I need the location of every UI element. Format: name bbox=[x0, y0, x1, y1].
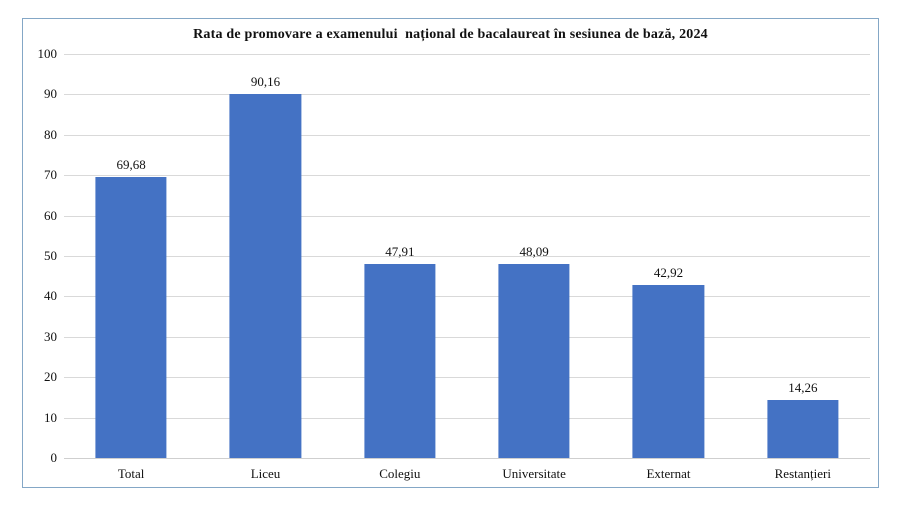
bar-colegiu bbox=[364, 264, 436, 458]
bar-slot: 14,26 bbox=[736, 54, 870, 458]
bar-liceu bbox=[229, 93, 302, 458]
bar-externat bbox=[632, 284, 705, 458]
gridline bbox=[64, 94, 870, 96]
gridline bbox=[64, 134, 870, 136]
y-axis-tick-label: 60 bbox=[44, 207, 57, 223]
gridline bbox=[64, 417, 870, 419]
y-axis-tick-label: 0 bbox=[50, 450, 58, 465]
bar-restanțieri bbox=[767, 400, 839, 458]
plot-area: 69,68 90,16 47,91 48,09 42,92 14,26 bbox=[64, 54, 870, 459]
y-axis-tick-label: 30 bbox=[44, 328, 57, 344]
gridline bbox=[64, 296, 870, 298]
y-axis-tick-label: 70 bbox=[44, 167, 57, 183]
bar-universitate bbox=[498, 263, 570, 458]
x-axis-line bbox=[64, 458, 870, 459]
gridline bbox=[64, 215, 870, 217]
y-axis-tick-label: 20 bbox=[44, 369, 57, 385]
bar-slot: 42,92 bbox=[601, 54, 735, 458]
y-axis-tick-label: 90 bbox=[44, 86, 57, 102]
y-axis-tick-label: 40 bbox=[44, 288, 57, 304]
x-axis: Total Liceu Colegiu Universitate Externat Res… bbox=[64, 463, 870, 485]
x-axis-label: Colegiu bbox=[379, 466, 421, 481]
gridline bbox=[64, 175, 870, 177]
y-axis-tick-label: 50 bbox=[44, 248, 57, 263]
chart-title: Rata de promovare a examenului național … bbox=[193, 27, 708, 42]
bar-slot: 69,68 bbox=[64, 54, 198, 458]
x-axis-label: Liceu bbox=[250, 466, 281, 481]
x-axis-label: Restanțieri bbox=[774, 466, 831, 481]
y-axis-tick-label: 80 bbox=[44, 126, 57, 142]
bar-value-label: 69,68 bbox=[116, 156, 146, 172]
x-axis-label: Total bbox=[117, 466, 145, 481]
y-axis-tick-label: 100 bbox=[37, 46, 58, 61]
bar-slot: 48,09 bbox=[467, 54, 601, 458]
bar-slot: 47,91 bbox=[333, 54, 467, 458]
chart-frame: Rata de promovare a examenului național … bbox=[22, 18, 879, 488]
gridline bbox=[64, 336, 870, 338]
y-axis: 0 10 20 30 40 50 60 70 80 90 100 bbox=[23, 46, 58, 465]
x-axis-label: Externat bbox=[646, 466, 691, 481]
bar-value-label: 90,16 bbox=[250, 73, 281, 89]
bar-value-label: 14,26 bbox=[788, 380, 818, 396]
bar-total bbox=[95, 176, 167, 458]
y-axis-tick-label: 10 bbox=[44, 409, 57, 425]
gridline bbox=[64, 377, 870, 379]
bar-value-label: 47,91 bbox=[385, 244, 415, 260]
bar-value-label: 48,09 bbox=[519, 243, 549, 259]
gridline bbox=[64, 256, 870, 257]
bar-slot: 90,16 bbox=[198, 54, 332, 458]
x-axis-label: Universitate bbox=[502, 466, 566, 481]
gridline bbox=[64, 54, 870, 55]
bar-value-label: 42,92 bbox=[653, 264, 684, 280]
